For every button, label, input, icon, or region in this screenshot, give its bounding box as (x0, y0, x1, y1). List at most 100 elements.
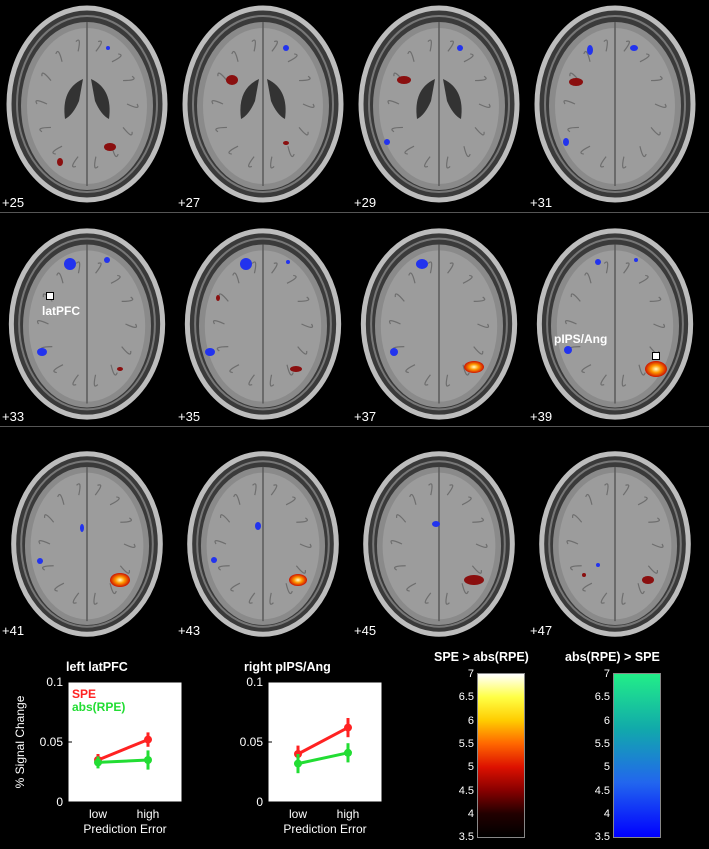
y-tick-label: 0 (256, 795, 263, 809)
slice-z-label: +41 (2, 623, 25, 638)
colorbar-tick-label: 7 (467, 668, 474, 680)
mri-slice-image (360, 228, 518, 420)
region-callout: pIPS/Ang (554, 332, 608, 346)
activation-blob-red (104, 143, 116, 151)
colorbar-tick-label: 5.5 (594, 737, 610, 750)
mri-slice-image (187, 451, 339, 637)
brain-slice: +25 (0, 0, 174, 212)
activation-blob-red (290, 366, 302, 372)
activation-blob-blue (106, 46, 110, 50)
slice-z-label: +33 (2, 409, 25, 424)
colorbar-tick-label: 4 (603, 807, 610, 820)
activation-blob-red (283, 141, 289, 145)
slice-z-label: +37 (354, 409, 377, 424)
legend-entry: abs(RPE) (72, 700, 125, 714)
data-point (94, 758, 102, 767)
series-line (297, 726, 349, 756)
mri-slice-image (358, 5, 520, 203)
slice-z-label: +31 (530, 195, 553, 210)
activation-blob-blue (416, 259, 428, 269)
colorbar-gradient (477, 673, 525, 838)
colorbar-tick-label: 5 (467, 761, 474, 774)
activation-blob-red (464, 361, 484, 373)
series-line (97, 758, 149, 764)
activation-blob-red (645, 361, 667, 377)
slice-z-label: +27 (178, 195, 201, 210)
activation-blob-blue (37, 558, 43, 564)
mri-slice-image (536, 228, 694, 420)
brain-slice: +33 latPFC (0, 214, 174, 426)
activation-blob-blue (564, 346, 572, 354)
brain-slice: +43 (176, 428, 350, 640)
activation-blob-blue (104, 257, 110, 263)
activation-blob-blue (80, 524, 84, 532)
mri-slice-image (363, 451, 515, 637)
colorbar-tick-label: 3.5 (458, 831, 474, 844)
x-tick-label: high (337, 807, 360, 821)
activation-blob-red (582, 573, 586, 577)
data-point (344, 723, 352, 732)
colorbar-tick-label: 4.5 (594, 784, 610, 797)
slice-z-label: +29 (354, 195, 377, 210)
y-tick-label: 0.1 (246, 675, 263, 689)
activation-blob-red (57, 158, 63, 166)
series-line (297, 751, 349, 766)
colorbar-tick-label: 5 (603, 761, 610, 774)
slice-z-label: +47 (530, 623, 553, 638)
y-tick-label: 0 (56, 795, 63, 809)
colorbar-tick-label: 4.5 (458, 784, 474, 797)
activation-blob-red (226, 75, 238, 85)
colorbar-gradient (613, 673, 661, 838)
plot-area (267, 681, 383, 803)
brain-slice: +31 (528, 0, 702, 212)
data-point (144, 756, 152, 764)
activation-blob-red (464, 575, 484, 585)
activation-blob-blue (587, 45, 593, 55)
y-tick-label: 0.05 (240, 735, 264, 749)
colorbar-tick-label: 7 (603, 668, 610, 680)
mri-slice-image (539, 451, 691, 637)
activation-blob-blue (211, 557, 217, 563)
data-point (344, 748, 352, 757)
plot-area (67, 681, 183, 803)
brain-slice: +39 pIPS/Ang (528, 214, 702, 426)
slice-z-label: +35 (178, 409, 201, 424)
data-point (294, 759, 302, 768)
brain-slice: +47 (528, 428, 702, 640)
legend-entry: SPE (72, 687, 96, 701)
mri-slice-image (8, 228, 166, 420)
roi-marker (652, 352, 660, 360)
slice-z-label: +45 (354, 623, 377, 638)
activation-blob-blue (286, 260, 290, 264)
colorbar-tick-label: 6 (467, 714, 474, 727)
colorbar-rpe: abs(RPE) > SPE 7 6.5 6 5.5 5 4.5 4 3.5 (560, 640, 709, 849)
row-divider (0, 212, 709, 213)
mri-slice-image (11, 451, 163, 637)
roi-marker (46, 292, 54, 300)
chart-title: left latPFC (66, 660, 128, 674)
brain-slice: +27 (176, 0, 350, 212)
brain-slice: +37 (352, 214, 526, 426)
colorbar-title: abs(RPE) > SPE (565, 650, 660, 664)
activation-blob-red (216, 295, 220, 301)
activation-blob-blue (205, 348, 215, 356)
activation-blob-red (642, 576, 654, 584)
mri-slice-image (184, 228, 342, 420)
colorbar-spe: SPE > abs(RPE) 7 6.5 6 5.5 5 4.5 4 3.5 (420, 640, 560, 849)
activation-blob-blue (384, 139, 390, 145)
y-tick-label: 0.05 (40, 735, 64, 749)
activation-blob-red (569, 78, 583, 86)
chart-right-pips-ang: right pIPS/Ang 0 0.05 0.1 low high Prediction… (200, 640, 400, 849)
x-tick-label: high (137, 807, 160, 821)
activation-blob-blue (563, 138, 569, 146)
slice-z-label: +39 (530, 409, 553, 424)
colorbar-title: SPE > abs(RPE) (434, 650, 529, 664)
colorbar-tick-label: 6.5 (458, 691, 474, 704)
activation-blob-blue (283, 45, 289, 51)
activation-blob-blue (596, 563, 600, 567)
colorbar-tick-label: 6 (603, 714, 610, 727)
activation-blob-blue (390, 348, 398, 356)
series-line (97, 738, 149, 762)
activation-blob-blue (37, 348, 47, 356)
activation-blob-blue (432, 521, 440, 527)
